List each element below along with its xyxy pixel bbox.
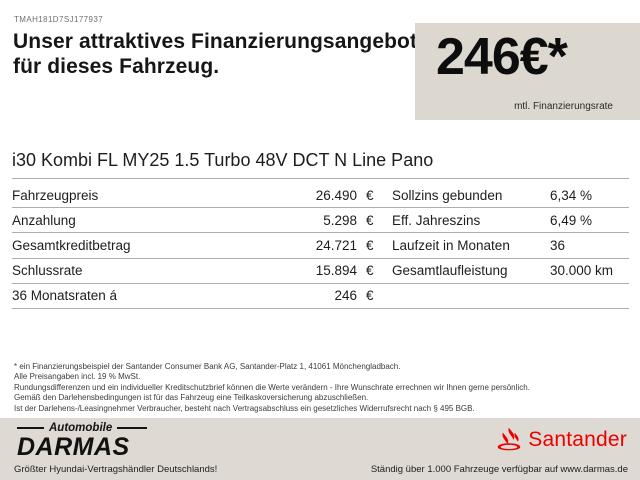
table-row: Anzahlung 5.298 € Eff. Jahreszins 6,49 %: [12, 208, 629, 234]
finance-label: Gesamtlaufleistung: [392, 263, 508, 279]
offer-headline: Unser attraktives Finanzierungsangebot f…: [13, 29, 417, 79]
monthly-rate-label: mtl. Finanzierungsrate: [514, 101, 613, 112]
currency-unit: €: [366, 288, 374, 304]
finance-table: Fahrzeugpreis 26.490 € Sollzins gebunden…: [12, 183, 629, 309]
darmas-logo-automobile: Automobile: [49, 422, 113, 434]
table-row: 36 Monatsraten á 246 €: [12, 284, 629, 309]
finance-label: Fahrzeugpreis: [12, 187, 99, 203]
finance-label: Anzahlung: [12, 212, 76, 228]
finance-label: Schlussrate: [12, 263, 83, 279]
finance-value: 24.721: [315, 237, 357, 253]
finance-value: 15.894: [315, 263, 357, 279]
finance-value: 36: [550, 237, 566, 253]
finance-label: Sollzins gebunden: [392, 187, 503, 203]
disclaimer: * ein Finanzierungsbeispiel der Santande…: [14, 362, 624, 414]
santander-wordmark: Santander: [528, 427, 627, 451]
currency-unit: €: [366, 187, 374, 203]
table-row: Fahrzeugpreis 26.490 € Sollzins gebunden…: [12, 183, 629, 209]
santander-logo: Santander: [495, 427, 627, 451]
finance-value: 6,49 %: [550, 212, 593, 228]
availability-note: Ständig über 1.000 Fahrzeuge verfügbar a…: [370, 464, 628, 475]
finance-label: Eff. Jahreszins: [392, 212, 481, 228]
darmas-logo-top: Automobile: [17, 422, 148, 434]
currency-unit: €: [366, 212, 374, 228]
santander-flame-icon: [495, 427, 528, 451]
disclaimer-line: Gemäß den Darlehensbedingungen ist für d…: [14, 393, 369, 403]
vin-number: TMAH181D7SJ177937: [14, 15, 104, 24]
finance-label: 36 Monatsraten á: [12, 288, 118, 304]
darmas-logo-name: DARMAS: [17, 433, 130, 461]
disclaimer-line: Ist der Darlehens-/Leasingnehmer Verbrau…: [14, 403, 475, 413]
finance-value: 6,34 %: [550, 187, 593, 203]
currency-unit: €: [366, 237, 374, 253]
offer-headline-line2: für dieses Fahrzeug.: [13, 55, 220, 78]
finance-value: 246: [334, 288, 357, 304]
table-row: Schlussrate 15.894 € Gesamtlaufleistung …: [12, 259, 629, 284]
logo-rule-right: [117, 427, 148, 429]
vehicle-title: i30 Kombi FL MY25 1.5 Turbo 48V DCT N Li…: [12, 150, 629, 179]
finance-value: 5.298: [323, 212, 357, 228]
table-row: Gesamtkreditbetrag 24.721 € Laufzeit in …: [12, 233, 629, 259]
darmas-logo: Automobile DARMAS: [17, 422, 148, 461]
disclaimer-line: * ein Finanzierungsbeispiel der Santande…: [14, 362, 401, 371]
monthly-rate-box: 246€* mtl. Finanzierungsrate: [415, 23, 640, 120]
offer-headline-line1: Unser attraktives Finanzierungsangebot: [13, 30, 418, 53]
finance-label: Gesamtkreditbetrag: [12, 237, 131, 253]
monthly-rate-value: 246€*: [436, 28, 568, 86]
dealer-tagline: Größter Hyundai-Vertragshändler Deutschl…: [14, 464, 218, 475]
footer-band: Automobile DARMAS Santander Größter Hyun…: [0, 418, 640, 480]
finance-label: Laufzeit in Monaten: [392, 237, 510, 253]
currency-unit: €: [366, 263, 374, 279]
logo-rule-left: [17, 427, 44, 429]
disclaimer-line: Rundungsdifferenzen und ein individuelle…: [14, 382, 530, 392]
finance-value: 30.000 km: [550, 263, 614, 279]
disclaimer-line: Alle Preisangaben incl. 19 % MwSt.: [14, 372, 141, 382]
finance-value: 26.490: [315, 187, 357, 203]
